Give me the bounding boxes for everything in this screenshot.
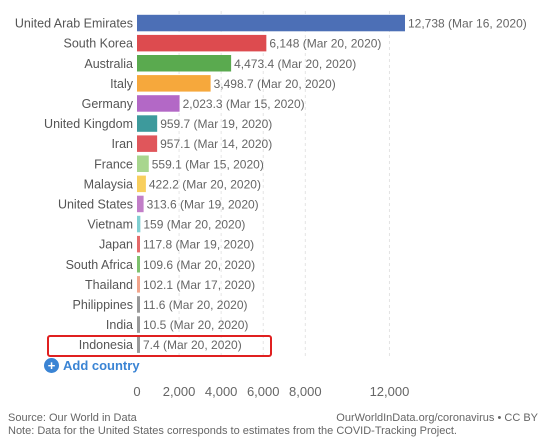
country-label: Malaysia	[84, 177, 133, 191]
bar	[137, 175, 146, 193]
bar	[137, 276, 140, 293]
country-label: Philippines	[73, 298, 133, 312]
bar	[137, 14, 405, 32]
value-label: 3,498.7 (Mar 20, 2020)	[214, 77, 336, 91]
bar	[137, 296, 140, 313]
value-label: 957.1 (Mar 14, 2020)	[160, 137, 272, 151]
value-label: 559.1 (Mar 15, 2020)	[152, 157, 264, 171]
country-label: Italy	[110, 77, 134, 91]
value-label: 7.4 (Mar 20, 2020)	[143, 338, 242, 352]
add-country-button[interactable]: + Add country	[44, 358, 140, 373]
bar	[137, 215, 141, 233]
country-label: South Africa	[66, 258, 133, 272]
x-tick-label: 0	[133, 384, 140, 399]
bar	[137, 256, 140, 273]
x-tick-label: 4,000	[205, 384, 238, 399]
country-label: Thailand	[85, 278, 133, 292]
value-label: 12,738 (Mar 16, 2020)	[408, 17, 527, 31]
note-text: Note: Data for the United States corresp…	[8, 425, 457, 437]
x-tick-label: 6,000	[247, 384, 280, 399]
x-tick-label: 12,000	[370, 384, 410, 399]
country-label: United Arab Emirates	[15, 17, 133, 31]
bar	[137, 336, 140, 353]
value-label: 2,023.3 (Mar 15, 2020)	[183, 97, 305, 111]
country-label: United States	[58, 197, 133, 211]
bar	[137, 55, 232, 72]
value-label: 6,148 (Mar 20, 2020)	[269, 37, 381, 51]
country-label: Australia	[84, 57, 133, 71]
source-text: Source: Our World in Data	[8, 412, 137, 424]
bar	[137, 155, 149, 172]
highlight-indonesia	[47, 335, 272, 357]
bar	[137, 235, 140, 253]
bar	[137, 135, 158, 152]
bar	[137, 115, 158, 132]
value-label: 4,473.4 (Mar 20, 2020)	[234, 57, 356, 71]
country-label: United Kingdom	[44, 117, 133, 131]
value-label: 102.1 (Mar 17, 2020)	[143, 278, 255, 292]
value-label: 959.7 (Mar 19, 2020)	[160, 117, 272, 131]
bar	[137, 75, 211, 92]
bar	[137, 195, 144, 213]
x-tick-label: 8,000	[289, 384, 322, 399]
license-link[interactable]: OurWorldInData.org/coronavirus • CC BY	[336, 412, 538, 424]
country-label: Indonesia	[79, 338, 133, 352]
country-label: Japan	[99, 238, 133, 252]
value-label: 10.5 (Mar 20, 2020)	[143, 318, 248, 332]
add-country-label: Add country	[63, 358, 140, 373]
value-label: 117.8 (Mar 19, 2020)	[143, 238, 254, 252]
country-label: Iran	[111, 137, 133, 151]
country-label: Germany	[82, 97, 134, 111]
bar	[137, 95, 180, 112]
value-label: 422.2 (Mar 20, 2020)	[149, 177, 261, 191]
bar	[137, 316, 140, 333]
value-label: 11.6 (Mar 20, 2020)	[143, 298, 248, 312]
country-label: South Korea	[64, 37, 134, 51]
bar	[137, 34, 267, 52]
country-label: India	[106, 318, 133, 332]
country-label: Vietnam	[87, 218, 133, 232]
value-label: 313.6 (Mar 19, 2020)	[147, 197, 259, 211]
plus-icon: +	[44, 358, 59, 373]
value-label: 159 (Mar 20, 2020)	[143, 218, 245, 232]
x-tick-label: 2,000	[163, 384, 196, 399]
country-label: France	[94, 157, 133, 171]
value-label: 109.6 (Mar 20, 2020)	[143, 258, 255, 272]
footer: Source: Our World in Data OurWorldInData…	[8, 412, 538, 438]
